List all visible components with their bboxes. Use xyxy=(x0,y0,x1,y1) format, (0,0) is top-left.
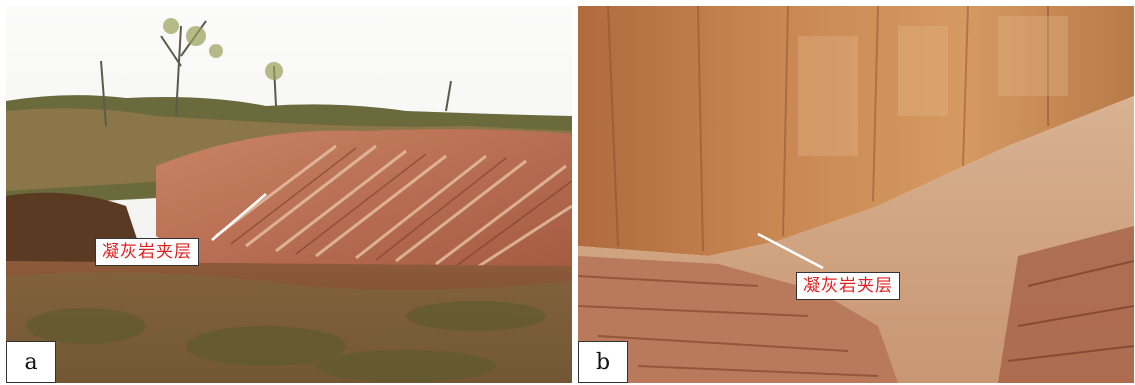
tuff-interlayer-label-a: 凝灰岩夹层 xyxy=(95,238,199,266)
outcrop-photo-a xyxy=(6,6,572,383)
outcrop-photo-b xyxy=(578,6,1134,383)
photo-panel-a: 凝灰岩夹层 a xyxy=(6,6,572,383)
photo-panel-b: 凝灰岩夹层 b xyxy=(578,6,1134,383)
callout-pointer-b xyxy=(757,232,824,270)
callout-pointer-a xyxy=(211,193,267,241)
panel-label-a: a xyxy=(6,341,56,383)
panel-label-b: b xyxy=(578,341,628,383)
tuff-interlayer-label-b: 凝灰岩夹层 xyxy=(796,272,900,300)
